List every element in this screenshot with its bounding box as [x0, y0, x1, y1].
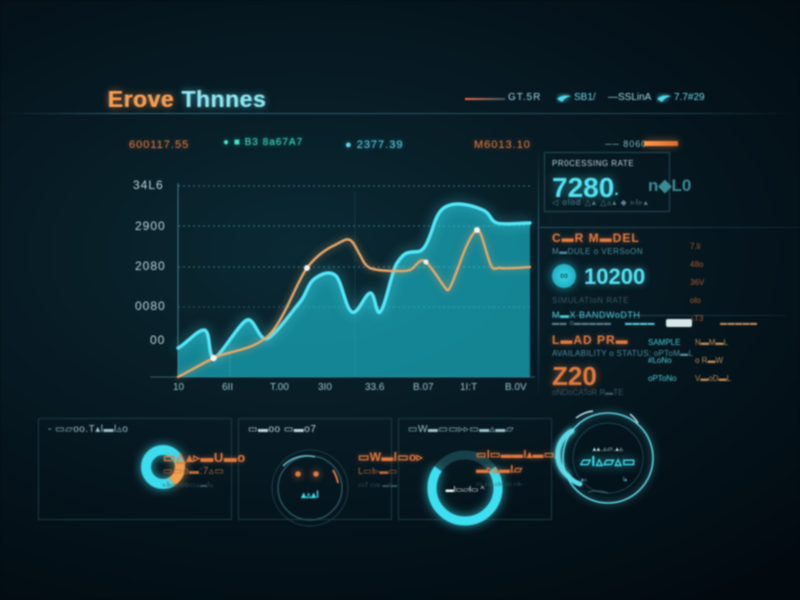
svg-text:▴▵▴l: ▴▵▴l	[300, 490, 319, 501]
svg-text:▴▵: ▴▵	[581, 477, 587, 483]
svg-text:▴▴.▵▱.▴▵: ▴▴.▵▱.▴▵	[593, 446, 624, 453]
svg-text:▱l▵▱▵▭: ▱l▵▱▵▭	[579, 453, 636, 469]
svg-text:l▴: l▴	[623, 477, 627, 483]
